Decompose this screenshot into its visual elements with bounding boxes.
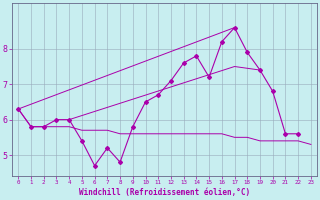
- X-axis label: Windchill (Refroidissement éolien,°C): Windchill (Refroidissement éolien,°C): [79, 188, 250, 197]
